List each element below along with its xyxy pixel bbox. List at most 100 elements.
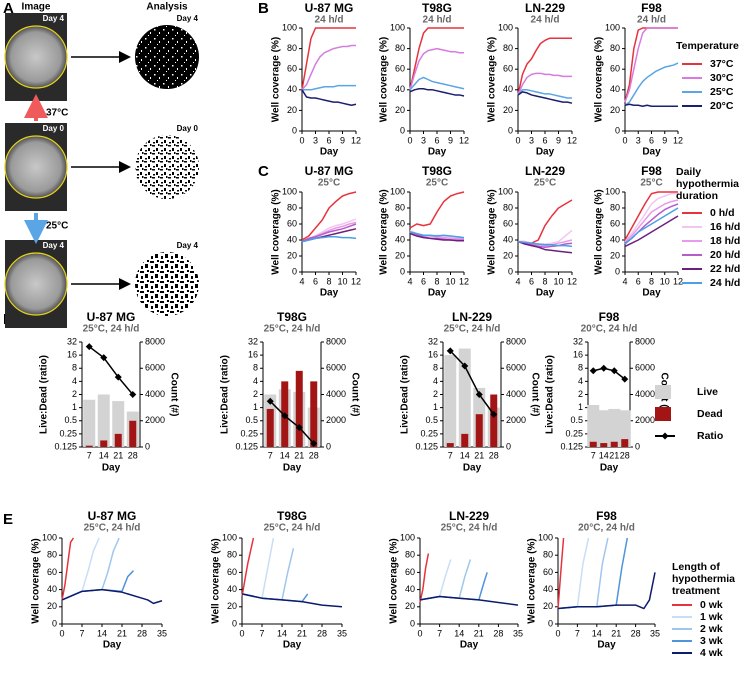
legend-label: 24 h/d [710, 277, 740, 289]
x-tick-label: 4 [515, 276, 520, 286]
chart-title: LN-229 [525, 164, 565, 178]
y-tick-label: 60 [543, 567, 553, 577]
column-header: Analysis [146, 2, 188, 13]
line [624, 192, 678, 243]
y-tick-label: 8 [578, 363, 583, 373]
x-tick-label: 21 [117, 628, 127, 638]
legend-title: hypothermia [676, 178, 739, 190]
y-tick-label: 4 [72, 376, 77, 386]
y-tick-label: 20 [287, 105, 297, 115]
legend-label: 16 h/d [710, 221, 740, 233]
line [557, 537, 609, 610]
x-tick-label: 12 [673, 276, 683, 286]
x-tick-label: 21 [113, 450, 123, 460]
chart-title: LN-229 [449, 509, 489, 523]
x-tick-label: 28 [317, 628, 327, 638]
line [409, 76, 465, 91]
y2-tick-label: 8000 [635, 336, 655, 346]
x-tick-label: 35 [157, 628, 167, 638]
y-tick-label: 20 [503, 105, 513, 115]
x-tick-label: 14 [592, 628, 602, 638]
y-axis-label: Well coverage (%) [594, 37, 605, 122]
line [409, 47, 464, 91]
chart-title: U-87 MG [87, 310, 136, 324]
y-axis-label: Well coverage (%) [527, 538, 538, 623]
x-tick-label: 28 [493, 628, 503, 638]
x-tick-label: 6 [649, 135, 654, 145]
y-tick-label: 20 [610, 250, 620, 260]
chart-subtitle: 25°C, 24 h/d [83, 324, 140, 335]
temperature-label: 25°C [46, 221, 68, 232]
bar [310, 381, 318, 447]
y-tick-label: 40 [543, 584, 553, 594]
line [517, 91, 573, 104]
chart-subtitle: 24 h/d [531, 15, 560, 26]
x-axis-label: Day [320, 288, 339, 299]
x-tick-label: 12 [673, 135, 683, 145]
line [624, 199, 679, 243]
y-axis-label: Live:Dead (ratio) [400, 355, 411, 434]
well [4, 135, 68, 199]
y-tick-label: 100 [498, 22, 513, 32]
y2-tick-label: 4000 [326, 389, 346, 399]
y-tick-label: 40 [503, 234, 513, 244]
x-tick-label: 6 [542, 135, 547, 145]
y-tick-label: 0 [52, 618, 57, 628]
legend-title: Daily [676, 166, 701, 178]
x-tick-label: 12 [459, 135, 469, 145]
x-tick-label: 4 [407, 276, 412, 286]
ratio-line [269, 400, 315, 445]
y-tick-label: 100 [390, 186, 405, 196]
line [557, 537, 629, 610]
line [409, 231, 465, 239]
y-tick-label: 60 [405, 567, 415, 577]
line [624, 27, 678, 103]
y-tick-label: 0 [400, 125, 405, 135]
x-tick-label: 0 [59, 628, 64, 638]
chart-subtitle: 25°C [640, 178, 662, 189]
y2-tick-label: 2000 [635, 415, 655, 425]
x-tick-label: 7 [87, 450, 92, 460]
x-axis-label: Day [642, 288, 661, 299]
y-tick-label: 100 [282, 186, 297, 196]
chart-subtitle: 20°C, 24 h/d [581, 324, 638, 335]
line [409, 232, 464, 242]
y-tick-label: 40 [227, 584, 237, 594]
chart-title: LN-229 [525, 1, 565, 15]
x-tick-label: 3 [421, 135, 426, 145]
bar [608, 408, 621, 447]
x-tick-label: 21 [474, 450, 484, 460]
y-tick-label: 0.5 [245, 415, 258, 425]
x-tick-label: 14 [599, 450, 609, 460]
y-tick-label: 100 [605, 22, 620, 32]
legend-title: duration [676, 190, 718, 202]
y-tick-label: 60 [610, 64, 620, 74]
y-tick-label: 0 [292, 125, 297, 135]
x-tick-label: 10 [337, 276, 347, 286]
x-axis-label: Day [536, 147, 555, 158]
x-tick-label: 21 [609, 450, 619, 460]
y-tick-label: 40 [395, 84, 405, 94]
chart-title: U-87 MG [305, 164, 354, 178]
y-tick-label: 100 [222, 532, 237, 542]
x-tick-label: 12 [351, 276, 361, 286]
y-tick-label: 0 [508, 125, 513, 135]
line [557, 537, 565, 609]
x-tick-label: 0 [417, 628, 422, 638]
ratio-point [281, 412, 289, 420]
x-tick-label: 7 [591, 450, 596, 460]
x-axis-label: Day [103, 640, 122, 651]
x-tick-label: 7 [268, 450, 273, 460]
x-axis-label: Day [283, 640, 302, 651]
y-tick-label: 0 [400, 266, 405, 276]
y-tick-label: 32 [67, 336, 77, 346]
x-tick-label: 8 [434, 276, 439, 286]
x-tick-label: 28 [128, 450, 138, 460]
chart-subtitle: 24 h/d [423, 15, 452, 26]
y-tick-label: 2 [253, 389, 258, 399]
chart-subtitle: 25°C, 24 h/d [441, 523, 498, 534]
line [301, 223, 357, 243]
y-tick-label: 1 [433, 402, 438, 412]
line [241, 593, 309, 603]
x-tick-label: 0 [515, 135, 520, 145]
